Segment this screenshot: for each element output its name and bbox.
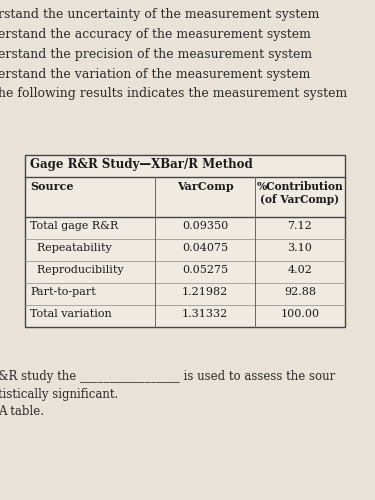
Text: 1.31332: 1.31332 bbox=[182, 309, 228, 319]
Text: 92.88: 92.88 bbox=[284, 287, 316, 297]
Text: Reproducibility: Reproducibility bbox=[30, 265, 124, 275]
Text: Gage R&R Study—XBar/R Method: Gage R&R Study—XBar/R Method bbox=[30, 158, 253, 171]
Text: 0.09350: 0.09350 bbox=[182, 221, 228, 231]
Text: Total gage R&R: Total gage R&R bbox=[30, 221, 118, 231]
Text: Total variation: Total variation bbox=[30, 309, 112, 319]
Text: A table.: A table. bbox=[0, 405, 44, 418]
Text: 100.00: 100.00 bbox=[280, 309, 320, 319]
Text: 7.12: 7.12 bbox=[288, 221, 312, 231]
Text: 3.10: 3.10 bbox=[288, 243, 312, 253]
Text: Repeatability: Repeatability bbox=[30, 243, 112, 253]
Text: Source: Source bbox=[30, 181, 74, 192]
Text: &R study the _________________ is used to assess the sour: &R study the _________________ is used t… bbox=[0, 370, 335, 383]
Text: Part-to-part: Part-to-part bbox=[30, 287, 96, 297]
Text: he following results indicates the measurement system: he following results indicates the measu… bbox=[0, 87, 347, 100]
Text: erstand the precision of the measurement system: erstand the precision of the measurement… bbox=[0, 48, 312, 61]
Text: rstand the uncertainty of the measurement system: rstand the uncertainty of the measuremen… bbox=[0, 8, 320, 21]
Text: 0.05275: 0.05275 bbox=[182, 265, 228, 275]
Text: 4.02: 4.02 bbox=[288, 265, 312, 275]
Text: 0.04075: 0.04075 bbox=[182, 243, 228, 253]
Bar bbox=[25, 155, 345, 327]
Text: 1.21982: 1.21982 bbox=[182, 287, 228, 297]
Text: erstand the variation of the measurement system: erstand the variation of the measurement… bbox=[0, 68, 310, 81]
Text: tistically significant.: tistically significant. bbox=[0, 388, 118, 401]
Text: VarComp: VarComp bbox=[177, 181, 233, 192]
Text: %Contribution
(of VarComp): %Contribution (of VarComp) bbox=[256, 181, 344, 205]
Text: erstand the accuracy of the measurement system: erstand the accuracy of the measurement … bbox=[0, 28, 311, 41]
